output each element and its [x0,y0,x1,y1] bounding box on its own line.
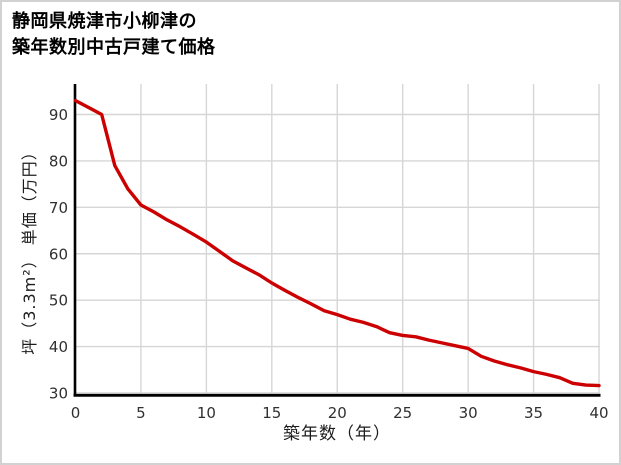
x-tick-label: 15 [262,404,281,422]
y-axis-label: 坪（3.3m²） 単価（万円） [20,143,39,355]
price-line-series [73,98,601,388]
x-axis-label: 築年数（年） [283,424,391,444]
x-tick-label: 5 [136,404,146,422]
chart-title-line2: 築年数別中古戸建て価格 [12,37,216,58]
x-tick-label: 20 [328,404,347,422]
y-tick-label: 90 [49,106,68,124]
y-tick-label: 60 [49,245,68,263]
x-tick-label: 0 [71,404,81,422]
y-tick-label: 50 [49,292,68,310]
chart-title: 静岡県焼津市小柳津の 築年数別中古戸建て価格 [12,9,216,61]
chart-title-line1: 静岡県焼津市小柳津の [12,11,197,32]
x-tick-label: 35 [524,404,543,422]
x-tick-label: 40 [589,404,608,422]
y-tick-label: 70 [49,199,68,217]
x-tick-label: 10 [197,404,216,422]
y-tick-label: 30 [49,385,68,403]
y-tick-label: 80 [49,152,68,170]
x-tick-label: 30 [459,404,478,422]
y-tick-label: 40 [49,338,68,356]
x-tick-label: 25 [393,404,412,422]
